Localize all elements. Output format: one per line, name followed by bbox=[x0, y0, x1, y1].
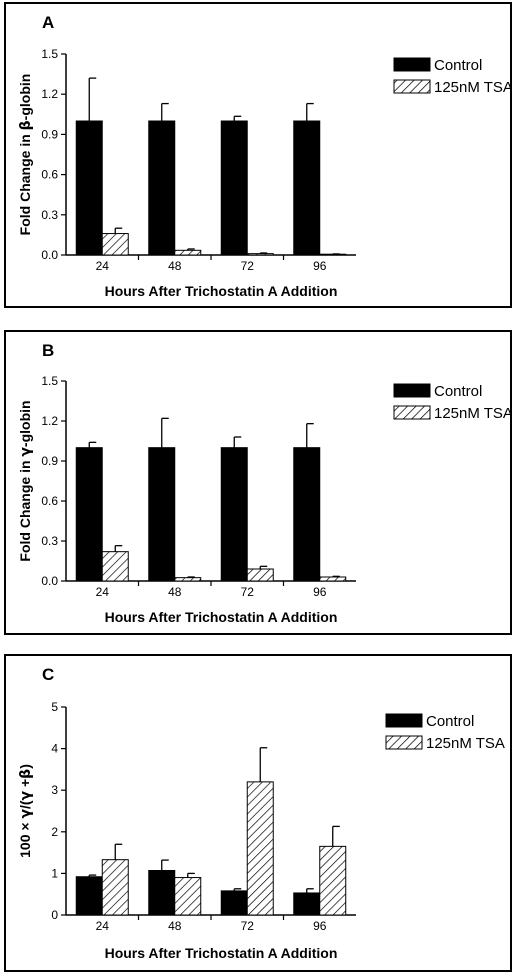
bar-tsa bbox=[174, 249, 202, 256]
legend-swatch-control bbox=[393, 57, 431, 72]
x-axis-title: Hours After Trichostatin A Addition bbox=[105, 945, 338, 961]
x-tick-label: 96 bbox=[313, 259, 327, 273]
chart-panel-b: B 0.0 0.3 0.6 0.9 1.2 1.5 24 48 72 96 Hours After T… bbox=[4, 330, 512, 635]
bar-control bbox=[220, 447, 248, 582]
x-tick-label: 72 bbox=[241, 919, 255, 933]
legend-label: 125nM TSA bbox=[426, 735, 505, 752]
y-tick-label: 0.0 bbox=[41, 574, 58, 588]
x-tick-label: 24 bbox=[96, 585, 110, 599]
y-tick-label: 1.5 bbox=[41, 374, 58, 388]
legend-swatch-tsa bbox=[393, 79, 431, 94]
bar-tsa bbox=[246, 253, 274, 256]
x-tick-label: 72 bbox=[241, 259, 255, 273]
bar-control bbox=[220, 120, 248, 256]
y-tick-label: 1.2 bbox=[41, 414, 58, 428]
x-axis-title: Hours After Trichostatin A Addition bbox=[105, 609, 338, 625]
y-tick-label: 0.9 bbox=[41, 127, 58, 141]
panel-letter: C bbox=[42, 665, 54, 684]
bar-tsa bbox=[174, 877, 202, 916]
y-tick-label: 2 bbox=[51, 825, 58, 839]
x-tick-label: 48 bbox=[168, 585, 182, 599]
panel-letter: B bbox=[42, 341, 54, 360]
bar-tsa bbox=[101, 859, 129, 916]
y-tick-label: 0.6 bbox=[41, 168, 58, 182]
legend-swatch-tsa bbox=[393, 405, 431, 420]
y-tick-label: 0.3 bbox=[41, 208, 58, 222]
bar-control bbox=[148, 447, 176, 582]
x-tick-label: 96 bbox=[313, 919, 327, 933]
legend-swatch-tsa bbox=[385, 735, 423, 750]
bar-control bbox=[75, 876, 103, 916]
chart-c-svg: C 0 1 2 3 4 5 24 48 72 96 Hours After Trichostatin … bbox=[17, 665, 505, 961]
y-tick-label: 0.6 bbox=[41, 494, 58, 508]
bar-tsa bbox=[246, 781, 274, 916]
bar-control bbox=[148, 120, 176, 256]
x-axis-title: Hours After Trichostatin A Addition bbox=[105, 283, 338, 299]
bar-control bbox=[148, 869, 176, 916]
bar-tsa bbox=[246, 568, 274, 582]
bar-control bbox=[293, 120, 321, 256]
x-tick-label: 72 bbox=[241, 585, 255, 599]
chart-panel-c: C 0 1 2 3 4 5 24 48 72 96 Hours After Trichostatin … bbox=[4, 654, 512, 972]
bar-control bbox=[75, 120, 103, 256]
bar-tsa bbox=[319, 253, 347, 256]
x-tick-label: 24 bbox=[96, 919, 110, 933]
bar-control bbox=[293, 447, 321, 582]
y-tick-label: 1.5 bbox=[41, 47, 58, 61]
x-tick-label: 24 bbox=[96, 259, 110, 273]
y-tick-label: 0 bbox=[51, 908, 58, 922]
panel-letter: A bbox=[42, 13, 54, 32]
bar-tsa bbox=[319, 576, 347, 582]
x-tick-label: 96 bbox=[313, 585, 327, 599]
bar-control bbox=[75, 447, 103, 582]
bar-tsa bbox=[319, 845, 347, 916]
legend-swatch-control bbox=[385, 713, 423, 728]
legend-label: Control bbox=[434, 383, 482, 400]
y-tick-label: 4 bbox=[51, 742, 58, 756]
chart-a-svg: A 0.0 0.3 0.6 0.9 1.2 1.5 24 48 72 96 Hours After T… bbox=[17, 13, 510, 299]
bar-tsa bbox=[101, 233, 129, 256]
x-tick-label: 48 bbox=[168, 259, 182, 273]
legend-label: Control bbox=[434, 57, 482, 74]
y-axis-title: 100 × γ/(γ +β) bbox=[17, 764, 34, 858]
y-tick-label: 1 bbox=[51, 866, 58, 880]
y-tick-label: 0.9 bbox=[41, 454, 58, 468]
y-tick-label: 0.3 bbox=[41, 534, 58, 548]
y-tick-label: 5 bbox=[51, 700, 58, 714]
x-tick-label: 48 bbox=[168, 919, 182, 933]
legend-swatch-control bbox=[393, 383, 431, 398]
bar-control bbox=[220, 890, 248, 916]
y-tick-label: 3 bbox=[51, 783, 58, 797]
y-tick-label: 0.0 bbox=[41, 248, 58, 262]
legend-label: 125nM TSA bbox=[434, 405, 510, 422]
legend-label: Control bbox=[426, 713, 474, 730]
y-tick-label: 1.2 bbox=[41, 87, 58, 101]
y-axis-title: Fold Change in γ-globin bbox=[17, 400, 34, 561]
y-axis-title: Fold Change in β-globin bbox=[17, 74, 34, 236]
chart-b-svg: B 0.0 0.3 0.6 0.9 1.2 1.5 24 48 72 96 Hours After T… bbox=[17, 341, 510, 625]
chart-panel-a: A 0.0 0.3 0.6 0.9 1.2 1.5 24 48 72 96 Hours After T… bbox=[4, 2, 512, 308]
legend-label: 125nM TSA bbox=[434, 79, 510, 96]
bar-control bbox=[293, 892, 321, 916]
bar-tsa bbox=[101, 551, 129, 582]
bar-tsa bbox=[174, 577, 202, 582]
